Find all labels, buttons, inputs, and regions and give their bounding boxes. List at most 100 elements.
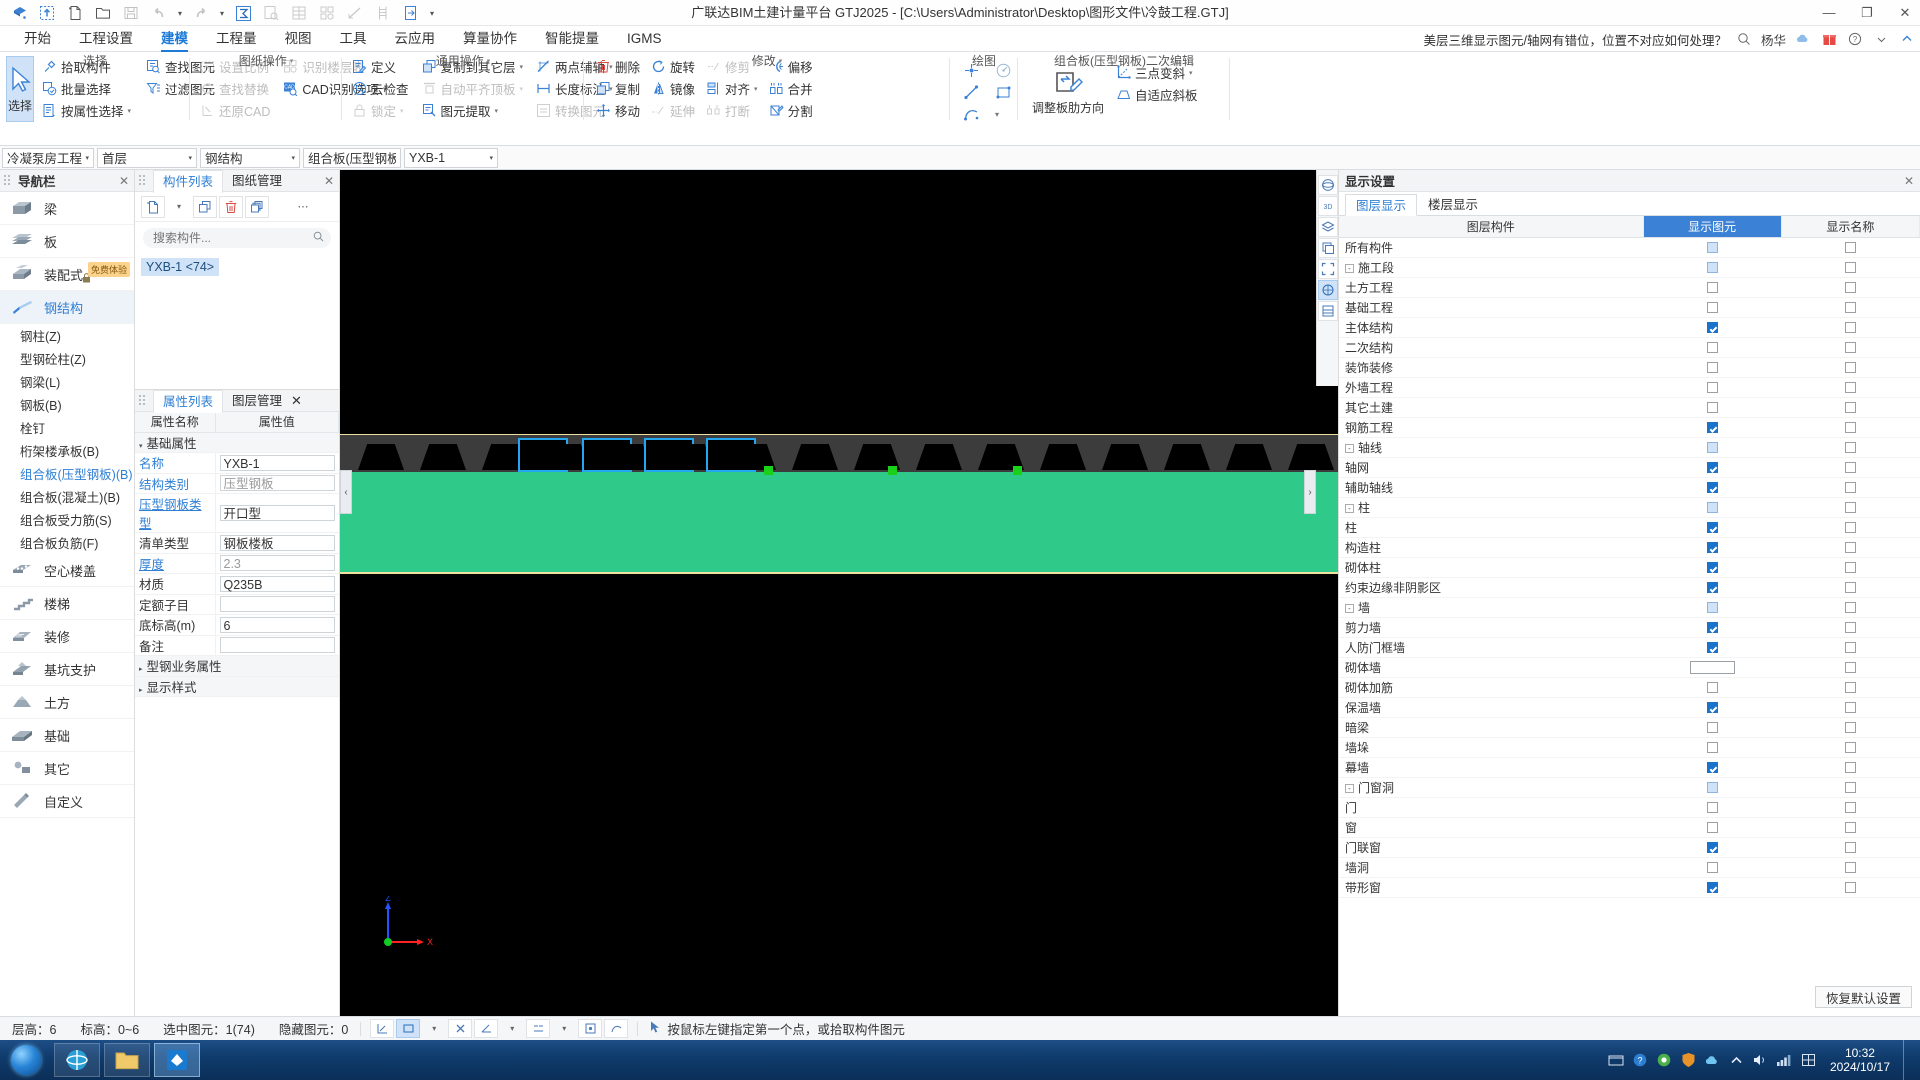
circle-icon[interactable]	[992, 60, 1014, 80]
show-element-cell[interactable]	[1643, 457, 1782, 478]
cloud-upload-icon[interactable]	[34, 2, 60, 24]
property-value[interactable]	[219, 637, 335, 654]
adaptive-slope-slab-button[interactable]: 自适应斜板	[1112, 84, 1201, 105]
taskbar-ie-browser[interactable]	[54, 1043, 100, 1077]
show-element-cell[interactable]	[1643, 257, 1782, 278]
drag-grip-icon[interactable]	[139, 394, 147, 407]
caret-down-icon[interactable]: ▾	[519, 63, 524, 71]
show-element-cell[interactable]	[1643, 437, 1782, 458]
sidebar-item-steel-plate[interactable]: 钢板(B)	[20, 399, 62, 413]
fit-screen-icon[interactable]	[1317, 259, 1338, 279]
collapse-right-panel-button[interactable]: ›	[1304, 470, 1316, 514]
show-name-cell[interactable]	[1781, 377, 1920, 398]
sidebar-item-steel-column[interactable]: 钢柱(Z)	[20, 330, 61, 344]
show-name-checkbox[interactable]	[1844, 262, 1856, 274]
table-row[interactable]: 清单类型 钢板楼板	[135, 532, 339, 554]
caret-down-icon[interactable]: ▾	[382, 85, 387, 93]
sidebar-item-composite-slab-concrete[interactable]: 组合板(混凝土)(B)	[20, 491, 120, 505]
show-name-checkbox[interactable]	[1844, 822, 1856, 834]
grip-point[interactable]	[764, 466, 773, 475]
table-row[interactable]: - 施工段	[1339, 257, 1920, 278]
caret-down-icon[interactable]: ▾	[609, 63, 613, 71]
copy-to-floor-button[interactable]	[245, 195, 269, 218]
chrome-icon[interactable]	[1656, 1052, 1673, 1069]
show-name-checkbox[interactable]	[1844, 402, 1856, 414]
cloud-sync-icon[interactable]	[1704, 1052, 1721, 1069]
table-row[interactable]: - 门窗洞	[1339, 777, 1920, 798]
model-canvas[interactable]: Z X ‹ › 3D	[340, 170, 1338, 1016]
table-row[interactable]: 基础工程	[1339, 297, 1920, 318]
show-element-checkbox[interactable]	[1706, 702, 1718, 714]
show-name-cell[interactable]	[1781, 357, 1920, 378]
show-element-cell[interactable]	[1643, 837, 1782, 858]
show-name-cell[interactable]	[1781, 857, 1920, 878]
table-row[interactable]: 名称 YXB-1	[135, 452, 339, 474]
new-component-button[interactable]	[141, 195, 165, 218]
menu-tab-igms[interactable]: IGMS	[627, 31, 662, 46]
table-row[interactable]: 材质 Q235B	[135, 573, 339, 595]
menu-tab-modeling[interactable]: 建模	[147, 26, 202, 52]
show-element-checkbox[interactable]	[1706, 322, 1718, 334]
show-name-checkbox[interactable]	[1844, 762, 1856, 774]
show-element-cell[interactable]	[1643, 417, 1782, 438]
property-value[interactable]: 开口型	[219, 505, 335, 521]
show-element-checkbox[interactable]	[1706, 502, 1718, 514]
show-element-cell[interactable]	[1643, 277, 1782, 298]
new-component-caret[interactable]: ▾	[176, 202, 181, 211]
split-button[interactable]: 分割	[765, 100, 816, 121]
rectangle-icon[interactable]	[992, 82, 1014, 102]
show-element-cell[interactable]	[1643, 617, 1782, 638]
show-name-cell[interactable]	[1781, 677, 1920, 698]
show-element-checkbox[interactable]	[1706, 742, 1718, 754]
merge-button[interactable]: 合并	[765, 78, 816, 99]
show-element-cell[interactable]	[1643, 517, 1782, 538]
show-name-cell[interactable]	[1781, 597, 1920, 618]
sidebar-item-src-column[interactable]: 型钢砼柱(Z)	[20, 353, 86, 367]
show-name-cell[interactable]	[1781, 337, 1920, 358]
close-icon[interactable]: ✕	[323, 173, 334, 188]
cloud-check-button[interactable]: 云检查	[348, 78, 412, 99]
caret-down-icon[interactable]: ▾	[754, 85, 758, 93]
rotate-button[interactable]: 旋转	[647, 56, 698, 77]
menu-tab-view[interactable]: 视图	[284, 31, 312, 46]
tab-floor-display[interactable]: 楼层显示	[1428, 198, 1479, 212]
grip-point[interactable]	[1013, 466, 1022, 475]
show-name-checkbox[interactable]	[1844, 682, 1856, 694]
show-name-cell[interactable]	[1781, 437, 1920, 458]
show-name-checkbox[interactable]	[1844, 602, 1856, 614]
element-extract-button[interactable]: 图元提取 ▾	[418, 100, 527, 121]
tree-collapse-icon[interactable]: -	[1345, 783, 1354, 793]
sidebar-item-composite-slab-steel-deck[interactable]: 组合板(压型钢板)(B)	[20, 468, 133, 482]
show-name-checkbox[interactable]	[1844, 862, 1856, 874]
show-element-checkbox[interactable]	[1706, 402, 1718, 414]
volume-icon[interactable]	[1752, 1052, 1769, 1069]
show-name-checkbox[interactable]	[1844, 422, 1856, 434]
menu-tab-collaboration[interactable]: 算量协作	[463, 31, 517, 46]
sidebar-item-beam[interactable]: 梁	[0, 192, 134, 225]
tree-collapse-icon[interactable]: -	[1345, 443, 1354, 453]
table-row[interactable]: 备注	[135, 635, 339, 656]
menu-tab-quantity[interactable]: 工程量	[216, 31, 257, 46]
restore-default-settings-button[interactable]: 恢复默认设置	[1814, 986, 1912, 1008]
menu-tab-smart-quantity[interactable]: 智能提量	[545, 31, 599, 46]
show-element-cell[interactable]	[1643, 337, 1782, 358]
dim-mode-icon[interactable]	[370, 1019, 395, 1038]
table-row[interactable]: 门联窗	[1339, 837, 1920, 858]
length-dimension-button[interactable]: 长度标注 ▾	[532, 78, 616, 99]
show-name-checkbox[interactable]	[1844, 542, 1856, 554]
table-row[interactable]: 构造柱	[1339, 537, 1920, 558]
show-name-cell[interactable]	[1781, 417, 1920, 438]
table-row[interactable]: 二次结构	[1339, 337, 1920, 358]
show-name-cell[interactable]	[1781, 797, 1920, 818]
show-name-cell[interactable]	[1781, 757, 1920, 778]
cad-recognize-option-button[interactable]: CAD CAD识别选项 ▾	[279, 78, 389, 99]
show-element-cell[interactable]	[1643, 677, 1782, 698]
ortho-icon[interactable]	[526, 1019, 551, 1038]
table-row[interactable]: 土方工程	[1339, 277, 1920, 298]
show-element-cell[interactable]	[1643, 857, 1782, 878]
show-name-cell[interactable]	[1781, 557, 1920, 578]
show-name-checkbox[interactable]	[1844, 382, 1856, 394]
menu-tab-start[interactable]: 开始	[24, 31, 51, 46]
show-element-checkbox[interactable]	[1706, 282, 1718, 294]
show-name-checkbox[interactable]	[1844, 502, 1856, 514]
